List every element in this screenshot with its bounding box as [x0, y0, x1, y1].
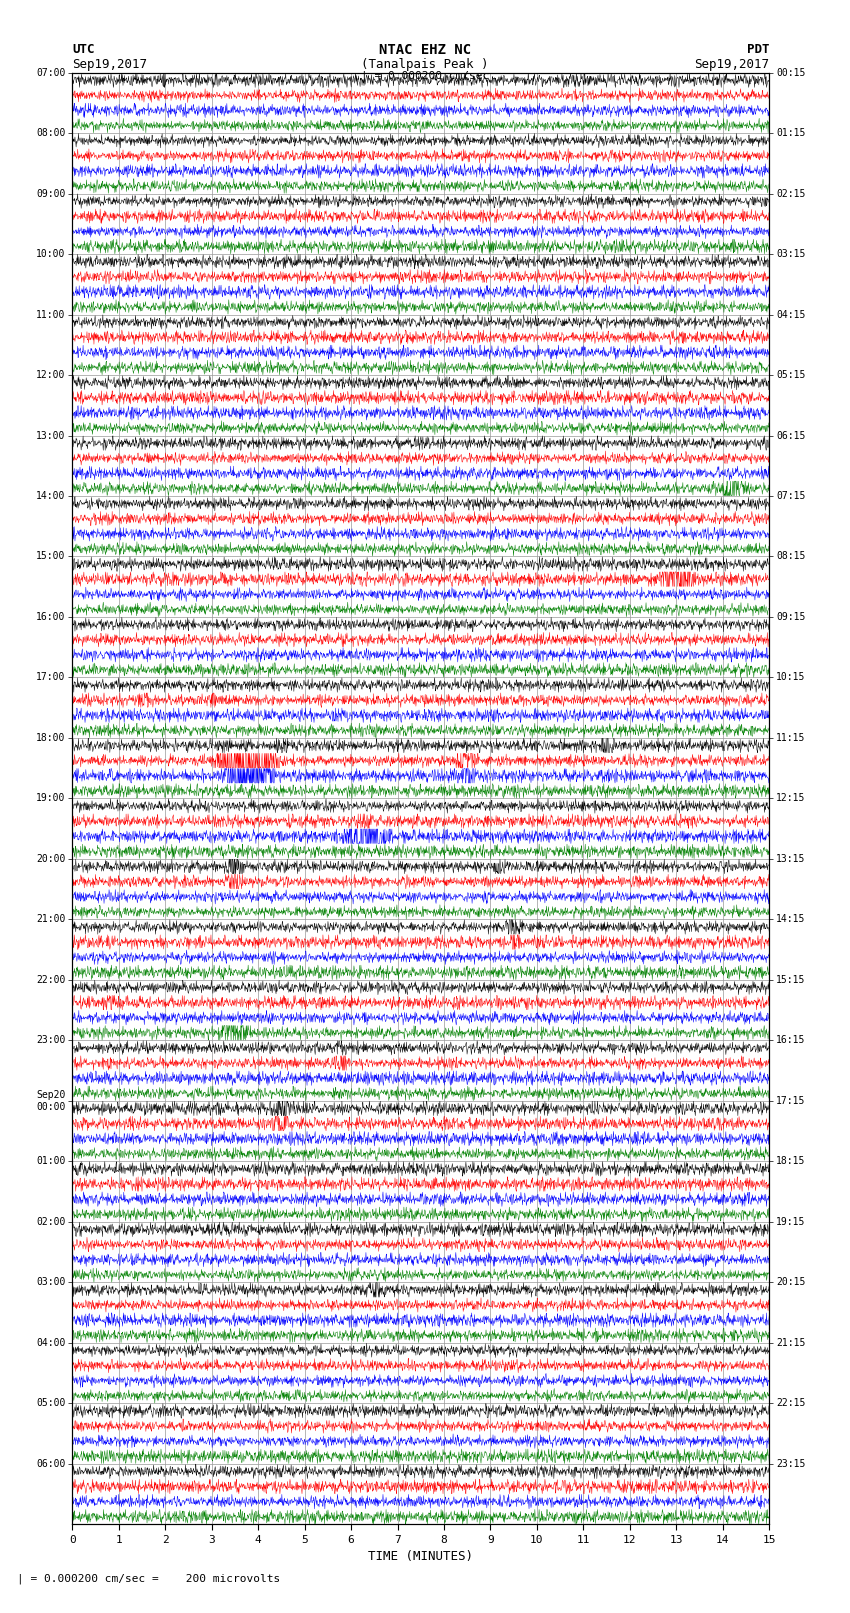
Text: (Tanalpais Peak ): (Tanalpais Peak )	[361, 58, 489, 71]
Text: Sep19,2017: Sep19,2017	[694, 58, 769, 71]
Text: Sep19,2017: Sep19,2017	[72, 58, 147, 71]
X-axis label: TIME (MINUTES): TIME (MINUTES)	[368, 1550, 473, 1563]
Text: | = 0.000200 cm/sec =    200 microvolts: | = 0.000200 cm/sec = 200 microvolts	[17, 1573, 280, 1584]
Text: PDT: PDT	[747, 44, 769, 56]
Text: UTC: UTC	[72, 44, 94, 56]
Text: | = 0.000200 cm/sec: | = 0.000200 cm/sec	[361, 71, 489, 81]
Text: NTAC EHZ NC: NTAC EHZ NC	[379, 44, 471, 56]
